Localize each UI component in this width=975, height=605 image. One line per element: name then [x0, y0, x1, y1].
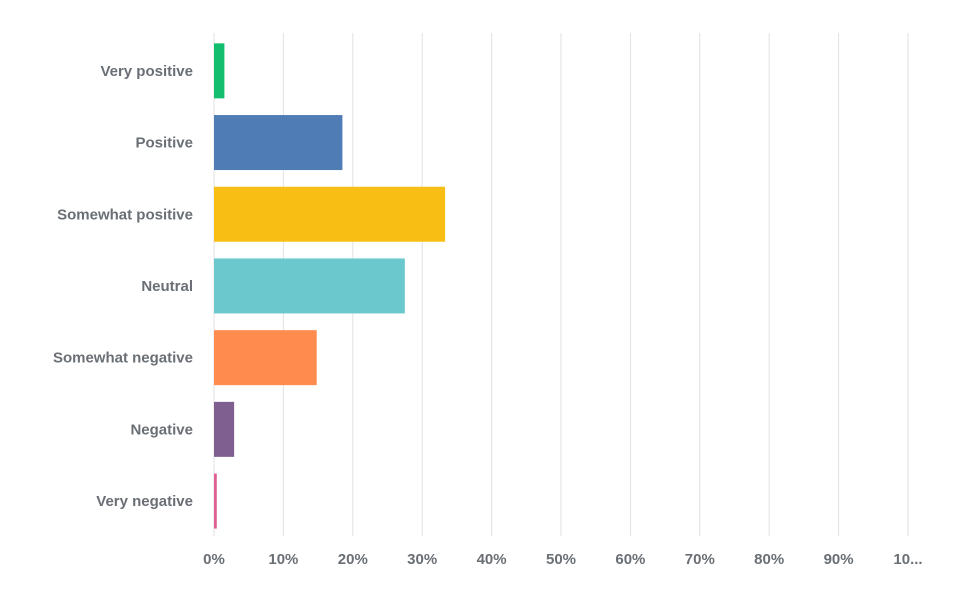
x-tick-label: 60%	[615, 551, 645, 568]
bar-neutral[interactable]	[214, 258, 405, 314]
x-tick-label: 70%	[685, 551, 715, 568]
x-tick-label: 0%	[203, 551, 225, 568]
x-tick-label: 40%	[477, 551, 507, 568]
x-tick-label: 80%	[754, 551, 784, 568]
category-label: Neutral	[141, 278, 193, 295]
category-label: Somewhat positive	[57, 206, 193, 223]
bar-very-negative[interactable]	[214, 473, 217, 529]
x-tick-label: 50%	[546, 551, 576, 568]
category-label: Negative	[130, 421, 193, 438]
category-label: Positive	[135, 135, 193, 152]
category-labels: Very positive Positive Somewhat positive Ne…	[53, 63, 193, 510]
bar-very-positive[interactable]	[214, 43, 225, 99]
bar-somewhat-negative[interactable]	[214, 330, 317, 386]
bar-somewhat-positive[interactable]	[214, 186, 446, 242]
x-tick-label: 90%	[824, 551, 854, 568]
x-tick-label: 30%	[407, 551, 437, 568]
bars	[214, 43, 446, 529]
category-label: Very negative	[96, 493, 193, 510]
bar-positive[interactable]	[214, 115, 343, 171]
x-tick-label: 20%	[338, 551, 368, 568]
x-tick-label: 10...	[893, 551, 922, 568]
bar-negative[interactable]	[214, 401, 235, 457]
category-label: Somewhat negative	[53, 350, 193, 367]
category-label: Very positive	[100, 63, 193, 80]
x-tick-label: 10%	[268, 551, 298, 568]
x-axis-tick-labels: 0% 10% 20% 30% 40% 50% 60% 70% 80% 90% 10...	[203, 551, 922, 568]
